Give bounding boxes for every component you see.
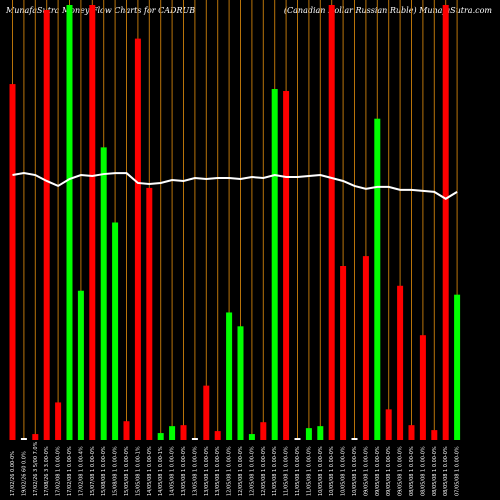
- bar: [157, 433, 164, 440]
- x-tick-label: 12/05/08 1 0.00-0%: [261, 446, 267, 496]
- bar: [442, 5, 449, 440]
- x-tick-label: 19/02/26 60 0.0%: [21, 451, 27, 496]
- x-tick-label: 11/05/08 1 0.00-0%: [272, 446, 278, 496]
- bar: [408, 425, 415, 440]
- x-tick-label: 13/05/08 1 0.00-0%: [181, 446, 187, 496]
- x-tick-label: 17/02/08 1 0.00-0%: [56, 446, 62, 496]
- x-tick-label: 15/07/08 1 0.00-0%: [90, 446, 96, 496]
- bar: [397, 285, 404, 440]
- bar: [100, 147, 107, 440]
- bar: [214, 431, 221, 440]
- x-tick-label: 15/05/08 1 0.00-0%: [124, 446, 130, 496]
- bar: [43, 9, 50, 441]
- x-tick-label: 07/05/08 1 0.00-0%: [455, 446, 461, 496]
- bar: [55, 402, 62, 440]
- bar: [112, 222, 119, 440]
- x-tick-label: 11/05/08 1 0.00-0%: [306, 446, 312, 496]
- chart-title-left: MunafaSutra Money Flow Charts for CADRUB: [6, 6, 196, 15]
- bar: [237, 326, 244, 440]
- x-tick-label: 10/05/08 1 0.00-0%: [341, 446, 347, 496]
- chart-title-right: (Canadian Dollar Russian Ruble) MunafaSu…: [283, 6, 492, 15]
- bar: [351, 438, 358, 440]
- x-tick-label: 14/05/08 1 0.00-1%: [158, 446, 164, 496]
- x-tick-label: 13/05/08 1 0.00-0%: [215, 446, 221, 496]
- bar: [260, 422, 267, 440]
- bar: [32, 434, 39, 440]
- x-tick-label: 17/02/08 1 0.00-4%: [78, 446, 84, 496]
- x-tick-label: 08/05/08 1 0.00-0%: [443, 446, 449, 496]
- bar: [305, 428, 312, 440]
- x-tick-label: 08/05/08 1 0.00-0%: [432, 446, 438, 496]
- bar: [134, 38, 141, 440]
- x-tick-label: 11/05/08 1 0.00-0%: [284, 446, 290, 496]
- bar: [77, 290, 84, 440]
- x-tick-label: 10/05/08 1 0.00-0%: [329, 446, 335, 496]
- x-tick-label: 15/08/08 1 0.00-0%: [113, 446, 119, 496]
- x-tick-label: 17/02/26 0.00-0%: [10, 451, 16, 496]
- x-tick-label: 14/05/08 1 0.00-0%: [170, 446, 176, 496]
- bar: [362, 256, 369, 440]
- x-tick-label: 11/05/08 1 0.00-0%: [295, 446, 301, 496]
- bar: [454, 294, 461, 440]
- x-tick-label: 14/05/08 1 0.00-0%: [147, 446, 153, 496]
- bar: [283, 91, 290, 441]
- x-tick-label: 08/05/08 1 0.00-0%: [420, 446, 426, 496]
- x-tick-label: 10/05/08 1 0.00-0%: [352, 446, 358, 496]
- x-tick-label: 17/08/26 3 3.00-0%: [44, 446, 50, 496]
- bar: [248, 434, 255, 440]
- x-tick-label: 15/08/08 1 0.00-0%: [101, 446, 107, 496]
- bar: [169, 426, 176, 440]
- bar: [191, 438, 198, 440]
- bar: [328, 5, 335, 440]
- money-flow-line: [12, 172, 458, 200]
- x-tick-label: 09/05/08 1 0.00-0%: [386, 446, 392, 496]
- bar: [271, 89, 278, 440]
- x-tick-label: 17/02/26 3 5/00 7.0%: [33, 441, 39, 496]
- x-tick-label: 17/02/08 1 0.00-0%: [67, 446, 73, 496]
- bar: [180, 425, 187, 440]
- bar: [226, 312, 233, 440]
- bars-group: [9, 5, 461, 441]
- bar: [123, 421, 130, 440]
- bar: [20, 438, 27, 440]
- bar: [89, 5, 96, 440]
- bar: [146, 187, 153, 440]
- bar: [203, 385, 210, 440]
- x-axis-ticks: 17/02/26 0.00-0% 19/02/26 60 0.0% 17/02/26…: [10, 441, 461, 496]
- bar: [9, 84, 16, 440]
- bar: [66, 5, 73, 440]
- bar: [294, 438, 301, 440]
- bar: [374, 118, 381, 441]
- x-tick-label: 12/05/08 1 0.00-0%: [227, 446, 233, 496]
- x-tick-label: 13/05/08 1 0.00-0%: [204, 446, 210, 496]
- bar: [419, 335, 426, 440]
- bar: [431, 430, 438, 440]
- x-tick-label: 15/05/08 1 0.00-1%: [135, 446, 141, 496]
- x-tick-label: 12/05/08 1 0.00-0%: [238, 446, 244, 496]
- x-tick-label: 08/05/08 1 0.00-0%: [409, 446, 415, 496]
- x-tick-label: 13/05/08 1 0.00-0%: [192, 446, 198, 496]
- bar: [317, 426, 324, 440]
- x-tick-label: 12/05/08 1 0.00-0%: [249, 446, 255, 496]
- x-tick-label: 09/05/08 1 0.00-0%: [375, 446, 381, 496]
- x-tick-label: 09/05/08 1 0.00-0%: [363, 446, 369, 496]
- bar: [385, 409, 392, 440]
- bar: [340, 266, 347, 440]
- x-tick-label: 10/05/08 1 0.00-0%: [318, 446, 324, 496]
- x-tick-label: 09/05/08 1 0.00-0%: [398, 446, 404, 496]
